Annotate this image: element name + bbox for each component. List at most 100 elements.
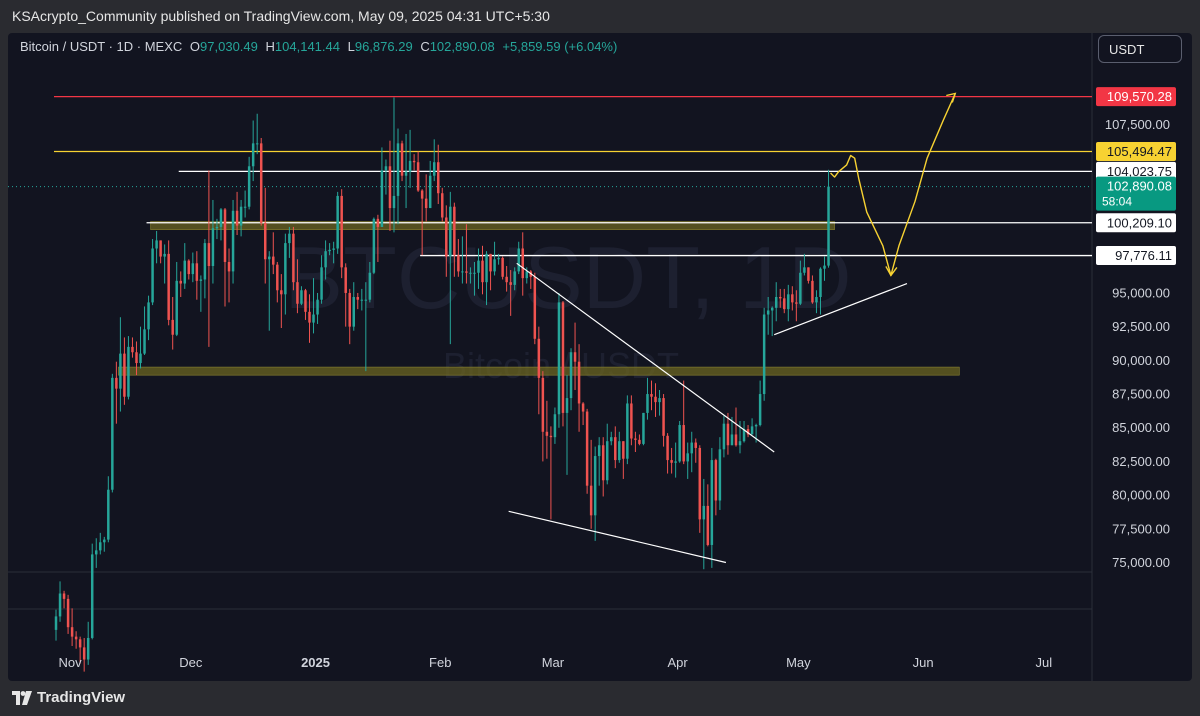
price-label-6: 97,776.11 — [1115, 248, 1172, 263]
candle-body-96 — [441, 193, 444, 218]
candle-body-3 — [66, 598, 70, 628]
candle-body-31 — [179, 280, 182, 284]
candle-body-106 — [481, 260, 484, 283]
candle-body-36 — [199, 279, 203, 281]
candle-body-152 — [666, 435, 669, 461]
candle-body-2 — [62, 593, 66, 599]
candle-body-107 — [485, 253, 488, 283]
y-tick-label-10: 107,500.00 — [1105, 117, 1170, 132]
candle-body-141 — [622, 441, 625, 459]
y-tick-label-7: 90,000.00 — [1112, 353, 1170, 368]
candle-body-158 — [690, 442, 693, 454]
candle-body-124 — [553, 414, 557, 438]
candle-body-17 — [123, 353, 126, 397]
candle-body-110 — [497, 257, 500, 260]
candle-body-189 — [815, 297, 818, 303]
candle-body-103 — [469, 272, 472, 274]
candle-body-187 — [807, 267, 810, 281]
candle-body-115 — [517, 248, 520, 272]
candle-body-175 — [758, 394, 762, 426]
price-label-3: 104,023.75 — [1107, 164, 1172, 179]
candle-body-1 — [58, 593, 62, 617]
candle-body-87 — [404, 171, 408, 176]
candle-body-101 — [461, 271, 464, 273]
candle-body-127 — [565, 398, 569, 413]
candle-body-55 — [276, 264, 279, 291]
change-value: +5,859.59 (+6.04%) — [502, 39, 618, 54]
trendline-2 — [508, 510, 727, 564]
candle-body-27 — [163, 253, 166, 257]
candle-body-10 — [94, 550, 98, 555]
candle-body-21 — [139, 353, 142, 364]
candle-body-76 — [360, 299, 364, 301]
projection-path — [830, 93, 956, 277]
candle-body-192 — [827, 186, 830, 266]
price-chart[interactable]: BTCUSDT, 1D Bitcoin / USDT 75,000.00 77,50… — [8, 33, 1192, 681]
candle-body-169 — [734, 434, 738, 446]
candle-body-165 — [718, 449, 722, 501]
tradingview-logo-icon — [12, 690, 32, 705]
candle-body-172 — [746, 429, 750, 435]
candle-body-151 — [662, 398, 665, 436]
candle-body-71 — [340, 195, 343, 268]
candle-body-144 — [634, 438, 637, 440]
candle-body-154 — [674, 461, 677, 463]
currency-button[interactable]: USDT — [1098, 35, 1182, 63]
candle-body-176 — [762, 314, 766, 395]
candle-body-153 — [670, 460, 673, 463]
candle-body-42 — [223, 209, 227, 262]
projection-target-arrow — [946, 92, 957, 103]
candle-body-185 — [799, 272, 802, 304]
watermark-ticker: BTCUSDT, 1D — [284, 228, 851, 327]
candle-body-167 — [726, 423, 730, 446]
x-tick-label-5: Mar — [542, 655, 565, 670]
candle-body-147 — [646, 394, 649, 413]
candle-body-29 — [171, 319, 174, 335]
candle-body-105 — [477, 260, 480, 273]
projection-low-arrow — [885, 266, 898, 277]
candle-body-15 — [115, 377, 118, 389]
tradingview-brand: TradingView — [37, 689, 126, 706]
ohlc-legend: Bitcoin / USDT · 1D · MEXC O97,030.49 H1… — [20, 39, 617, 54]
candle-body-32 — [183, 260, 187, 284]
y-tick-label-1: 75,000.00 — [1112, 555, 1170, 570]
candle-body-57 — [284, 243, 287, 295]
candle-body-48 — [247, 166, 251, 207]
y-tick-label-8: 92,500.00 — [1112, 319, 1170, 334]
candle-body-82 — [384, 166, 388, 171]
candle-body-80 — [376, 218, 380, 227]
tradingview-logo[interactable]: TradingView — [12, 689, 125, 706]
price-label-2: 105,494.47 — [1107, 144, 1172, 159]
candle-body-120 — [537, 338, 541, 378]
candle-body-12 — [103, 539, 106, 543]
x-tick-label-3: 2025 — [301, 655, 330, 670]
candle-body-47 — [243, 206, 247, 208]
candle-body-155 — [678, 425, 681, 462]
price-label-5: 100,209.10 — [1107, 215, 1172, 230]
candle-body-98 — [449, 206, 452, 257]
candle-body-162 — [706, 505, 710, 545]
candle-body-9 — [90, 554, 94, 638]
candle-body-63 — [308, 311, 311, 323]
candle-body-137 — [605, 441, 609, 481]
candle-body-66 — [320, 267, 323, 300]
candle-body-19 — [131, 346, 134, 353]
candle-body-52 — [263, 222, 267, 260]
candle-body-130 — [577, 361, 581, 404]
candle-body-70 — [336, 195, 339, 249]
candle-body-45 — [235, 210, 239, 226]
candle-body-61 — [300, 290, 303, 304]
candle-body-123 — [549, 435, 553, 438]
candle-body-14 — [111, 377, 114, 490]
candle-body-81 — [380, 170, 384, 227]
candle-body-173 — [750, 426, 754, 435]
candle-body-22 — [143, 329, 146, 354]
candle-body-51 — [259, 143, 263, 223]
candle-body-97 — [445, 217, 448, 257]
candle-body-138 — [610, 437, 613, 442]
candle-body-139 — [614, 437, 617, 461]
candle-body-0 — [54, 616, 58, 630]
candle-body-50 — [255, 143, 259, 145]
candle-body-26 — [159, 240, 162, 257]
candle-body-35 — [195, 263, 199, 281]
